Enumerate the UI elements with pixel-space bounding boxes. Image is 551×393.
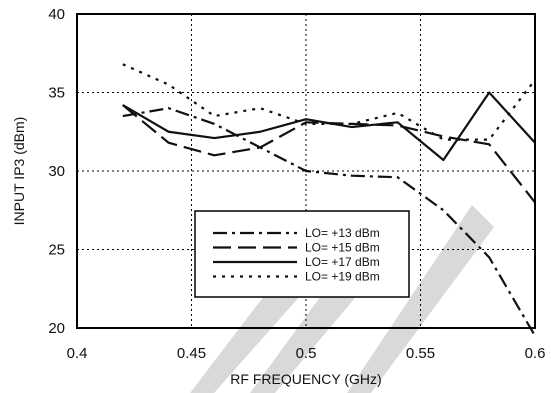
series-line: [122, 91, 536, 162]
y-tick-label: 40: [48, 6, 65, 23]
legend-box: [194, 210, 410, 298]
series-line: [122, 107, 536, 337]
y-tick-label: 30: [48, 163, 65, 180]
plot-frame: [76, 13, 536, 329]
legend-label: LO= +15 dBm: [305, 241, 380, 255]
legend-label: LO= +17 dBm: [305, 255, 380, 269]
x-tick-label: 0.45: [177, 345, 206, 362]
y-tick-label: 25: [48, 242, 65, 259]
y-axis-ticks: 20 25 30 35 40: [48, 6, 65, 337]
y-axis-label: INPUT IP3 (dBm): [11, 117, 27, 226]
y-tick-label: 35: [48, 85, 65, 102]
x-tick-label: 0.4: [67, 345, 88, 362]
series-lines: [122, 63, 536, 337]
x-axis-label: RF FREQUENCY (GHz): [230, 371, 381, 387]
series-line: [122, 63, 536, 141]
legend-label: LO= +19 dBm: [305, 270, 380, 284]
x-tick-label: 0.6: [525, 345, 546, 362]
x-tick-label: 0.55: [406, 345, 435, 362]
y-tick-label: 20: [48, 320, 65, 337]
series-line: [122, 104, 536, 204]
x-tick-label: 0.5: [296, 345, 317, 362]
legend-label: LO= +13 dBm: [305, 226, 380, 240]
x-axis-ticks: 0.4 0.45 0.5 0.55 0.6: [67, 345, 546, 362]
